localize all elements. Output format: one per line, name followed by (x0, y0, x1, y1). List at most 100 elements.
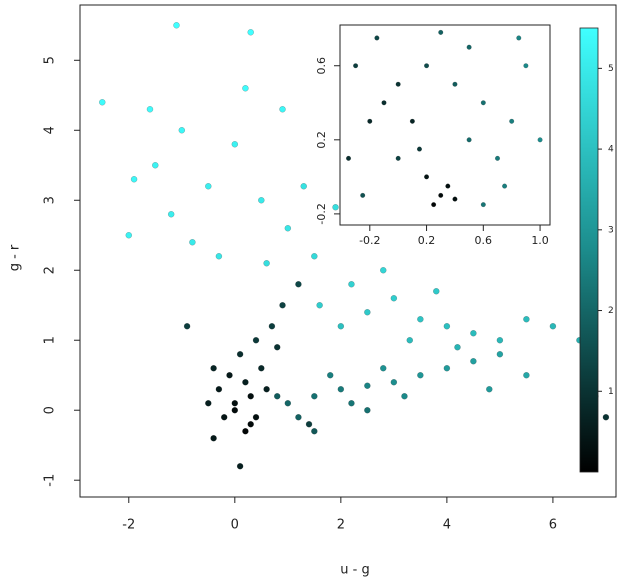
point (496, 337, 504, 344)
point (279, 106, 286, 113)
point (215, 386, 223, 393)
x-tick-label: 2 (337, 518, 345, 533)
point (367, 118, 373, 124)
point (337, 386, 345, 393)
point (311, 253, 318, 260)
point (125, 232, 132, 239)
point (173, 22, 180, 29)
point (263, 386, 270, 393)
point (247, 29, 254, 36)
point (409, 118, 415, 124)
point (295, 281, 302, 288)
point (438, 29, 444, 35)
point (516, 35, 522, 41)
point (178, 127, 185, 134)
point (537, 137, 543, 143)
point (274, 344, 281, 351)
point (274, 393, 281, 400)
point (523, 63, 529, 69)
point (99, 99, 106, 106)
point (210, 365, 217, 372)
point (316, 302, 323, 309)
point (300, 183, 307, 190)
y-tick-label: 0.2 (315, 131, 328, 149)
point (305, 421, 313, 428)
colorbar-tick-label: 5 (608, 64, 614, 74)
point (364, 382, 371, 389)
point (353, 63, 359, 69)
point (454, 344, 461, 351)
point (406, 337, 413, 344)
point (279, 302, 286, 309)
point (416, 146, 422, 152)
point (390, 379, 398, 386)
point (380, 365, 387, 372)
point (417, 372, 424, 379)
x-tick-label: -2 (122, 518, 135, 533)
point (332, 204, 339, 211)
point (252, 337, 260, 344)
x-tick-label: 0.2 (418, 234, 436, 247)
x-tick-label: 0.6 (475, 234, 493, 247)
y-tick-label: -0.2 (315, 203, 328, 224)
point (374, 35, 380, 41)
colorbar-tick-label: 2 (608, 306, 614, 316)
colorbar (579, 27, 599, 473)
point (381, 100, 387, 106)
point (226, 372, 233, 379)
point (466, 44, 472, 50)
point (466, 137, 472, 143)
point (284, 225, 292, 232)
y-tick-label: 0 (43, 406, 58, 414)
point (252, 414, 260, 421)
colorbar-tick-label: 1 (608, 387, 614, 397)
point (210, 435, 217, 442)
point (438, 192, 444, 198)
point (433, 288, 440, 295)
point (380, 267, 387, 274)
point (424, 174, 430, 180)
point (236, 351, 244, 358)
point (236, 463, 244, 470)
y-tick-label: 1 (43, 336, 58, 344)
point (231, 141, 239, 148)
point (337, 323, 345, 330)
point (152, 162, 159, 169)
x-tick-label: 4 (443, 518, 451, 533)
colorbar-tick-label: 4 (608, 145, 614, 155)
point (167, 211, 175, 218)
point (231, 400, 239, 407)
point (486, 386, 493, 393)
point (480, 202, 486, 208)
point (523, 316, 530, 323)
point (247, 393, 254, 400)
x-axis-label: u - g (340, 563, 369, 578)
point (452, 81, 458, 87)
point (205, 400, 212, 407)
y-tick-label: 3 (43, 196, 58, 204)
point (242, 428, 249, 435)
y-tick-label: -1 (43, 474, 58, 487)
y-tick-label: 4 (43, 126, 58, 134)
point (311, 393, 318, 400)
point (390, 295, 398, 302)
point (348, 281, 355, 288)
x-tick-label: 6 (549, 518, 557, 533)
point (364, 309, 371, 316)
point (549, 323, 557, 330)
point (395, 81, 401, 87)
y-tick-label: 2 (43, 266, 58, 274)
point (146, 106, 154, 113)
point (360, 192, 366, 198)
point (470, 330, 477, 337)
point (496, 351, 504, 358)
point (284, 400, 292, 407)
point (189, 239, 196, 246)
point (431, 202, 437, 208)
x-tick-label: 1.0 (531, 234, 549, 247)
point (417, 316, 424, 323)
point (183, 323, 191, 330)
point (311, 428, 318, 435)
point (470, 358, 477, 365)
point (327, 372, 334, 379)
